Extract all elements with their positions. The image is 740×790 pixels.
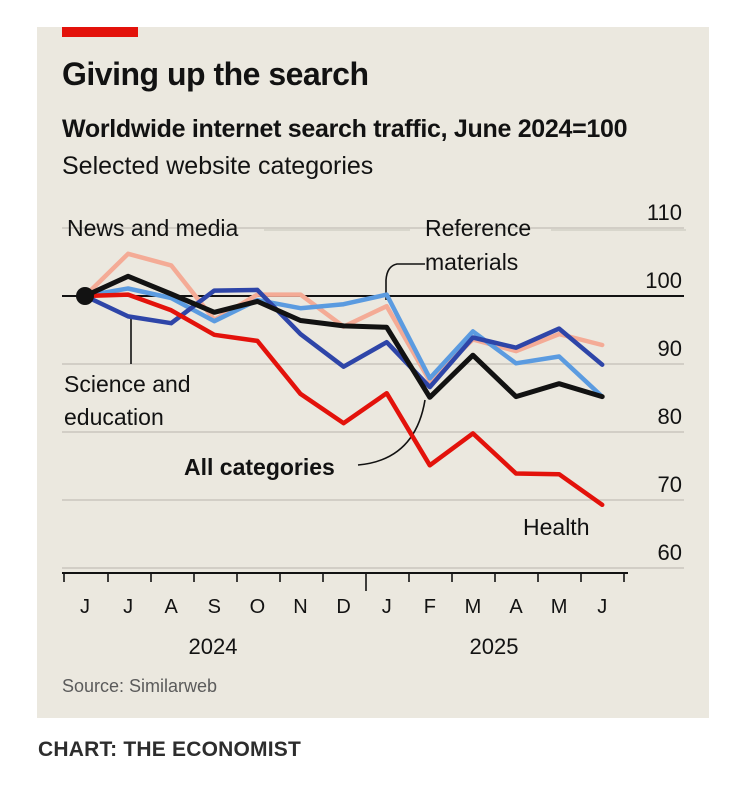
x-year-label-2024: 2024 bbox=[189, 634, 238, 659]
chart-description: Selected website categories bbox=[62, 152, 374, 180]
series-line-science-and-education bbox=[82, 286, 605, 399]
x-tick-label-4: O bbox=[250, 596, 266, 618]
x-tick-label-2: A bbox=[165, 596, 179, 618]
x-tick-label-10: A bbox=[509, 596, 523, 618]
x-tick-label-12: J bbox=[597, 596, 607, 618]
chart-subtitle: Worldwide internet search traffic, June … bbox=[62, 115, 628, 143]
chart-title: Giving up the search bbox=[62, 56, 369, 92]
annotation-all-categories: All categories bbox=[184, 454, 335, 480]
annotation-news-and-media: News and media bbox=[67, 215, 239, 241]
x-tick-label-8: F bbox=[424, 596, 436, 618]
y-axis-tick-labels: 60 70 80 90 100 110 bbox=[645, 200, 682, 565]
y-tick-label-100: 100 bbox=[645, 268, 682, 293]
all-categories-leader-line bbox=[357, 399, 426, 466]
series-line-health bbox=[82, 292, 605, 508]
reference-materials-leader-line bbox=[385, 263, 425, 300]
series-line-news-and-media bbox=[82, 287, 605, 390]
series-annotations: News and media Reference materials Science … bbox=[64, 215, 589, 540]
x-year-label-2025: 2025 bbox=[470, 634, 519, 659]
annotation-reference: Reference bbox=[425, 215, 531, 241]
x-tick-label-0: J bbox=[80, 596, 90, 618]
annotation-science-and: Science and bbox=[64, 371, 191, 397]
x-tick-label-6: D bbox=[336, 596, 350, 618]
x-tick-label-9: M bbox=[465, 596, 482, 618]
series-line-all-categories bbox=[82, 273, 605, 400]
x-tick-label-11: M bbox=[551, 596, 568, 618]
chart-credit: CHART: THE ECONOMIST bbox=[38, 738, 301, 761]
series-lines bbox=[76, 251, 605, 508]
gridlines bbox=[62, 227, 684, 569]
x-tick-label-1: J bbox=[123, 596, 133, 618]
chart-card bbox=[37, 27, 709, 718]
y-tick-label-80: 80 bbox=[658, 404, 682, 429]
annotation-leader-lines bbox=[130, 229, 686, 466]
x-axis: J J A S O N D J F M A M J 2024 2025 bbox=[62, 572, 628, 659]
x-tick-label-3: S bbox=[208, 596, 221, 618]
y-tick-label-70: 70 bbox=[658, 472, 682, 497]
brand-red-bar bbox=[62, 27, 138, 37]
y-tick-label-60: 60 bbox=[658, 540, 682, 565]
annotation-education: education bbox=[64, 404, 164, 430]
annotation-materials: materials bbox=[425, 249, 518, 275]
x-tick-label-5: N bbox=[293, 596, 307, 618]
start-point-dot bbox=[76, 287, 94, 305]
annotation-health: Health bbox=[523, 514, 589, 540]
y-tick-label-90: 90 bbox=[658, 336, 682, 361]
chart-source: Source: Similarweb bbox=[62, 676, 218, 696]
y-tick-label-110: 110 bbox=[647, 200, 682, 225]
x-tick-label-7: J bbox=[382, 596, 392, 618]
